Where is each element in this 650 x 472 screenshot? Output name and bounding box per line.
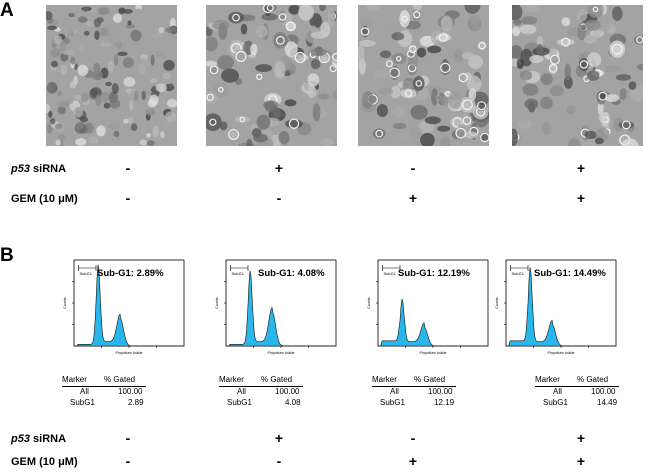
row-subg1-value: 12.19 bbox=[434, 398, 455, 407]
gate-label: SubG1 bbox=[512, 271, 525, 276]
gated-table-1: Marker % Gated All 100.00 SubG1 2.89 bbox=[62, 375, 146, 409]
gated-table-3: Marker % Gated All 100.00 SubG1 12.19 bbox=[372, 375, 456, 409]
panel-a-p53-sign-2: + bbox=[274, 160, 284, 176]
panel-b-gem-sign-1: - bbox=[125, 453, 131, 469]
panel-b-p53-sign-3: - bbox=[410, 430, 416, 446]
row-all-label: All bbox=[80, 387, 89, 396]
panel-b-p53-sign-1: - bbox=[125, 430, 131, 446]
row-all-label: All bbox=[553, 387, 562, 396]
micrograph-control bbox=[46, 5, 177, 146]
subg1-value-2: Sub-G1: 4.08% bbox=[258, 268, 325, 279]
panel-a-p53-row-label: p53 siRNA bbox=[11, 163, 67, 175]
x-axis-label: Propidium Iodide bbox=[548, 351, 575, 355]
micrograph-p53-sirna bbox=[206, 5, 337, 146]
panel-a-gem-sign-2: - bbox=[276, 190, 282, 206]
gate-label: SubG1 bbox=[384, 271, 397, 276]
histogram-2: SubG1 Propidium Iodide Counts bbox=[214, 254, 338, 360]
subg1-value-1: Sub-G1: 2.89% bbox=[97, 268, 164, 279]
gated-header: % Gated bbox=[261, 375, 293, 384]
histogram-4: SubG1 Propidium Iodide Counts bbox=[494, 254, 618, 360]
micrograph-gem bbox=[358, 5, 489, 146]
gated-header: % Gated bbox=[104, 375, 136, 384]
histogram-1: SubG1 Propidium Iodide Counts bbox=[62, 254, 186, 360]
row-subg1-label: SubG1 bbox=[543, 398, 568, 407]
panel-a-gem-row-label: GEM (10 μM) bbox=[11, 193, 78, 205]
row-all-value: 100.00 bbox=[118, 387, 143, 396]
panel-b-gem-row-label: GEM (10 μM) bbox=[11, 456, 78, 468]
panel-a-p53-sign-3: - bbox=[410, 160, 416, 176]
gate-label: SubG1 bbox=[80, 271, 93, 276]
panel-a-p53-sign-4: + bbox=[576, 160, 586, 176]
y-axis-label: Counts bbox=[367, 297, 371, 309]
row-all-label: All bbox=[390, 387, 399, 396]
subg1-value-3: Sub-G1: 12.19% bbox=[398, 268, 470, 279]
row-subg1-value: 2.89 bbox=[128, 398, 144, 407]
panel-b-gem-sign-4: + bbox=[576, 453, 586, 469]
panel-a-p53-sign-1: - bbox=[125, 160, 131, 176]
marker-header: Marker bbox=[372, 375, 397, 384]
y-axis-label: Counts bbox=[495, 297, 499, 309]
row-subg1-label: SubG1 bbox=[227, 398, 252, 407]
gated-table-2: Marker % Gated All 100.00 SubG1 4.08 bbox=[219, 375, 303, 409]
row-all-value: 100.00 bbox=[591, 387, 616, 396]
y-axis-label: Counts bbox=[63, 297, 67, 309]
y-axis-label: Counts bbox=[215, 297, 219, 309]
row-subg1-value: 14.49 bbox=[597, 398, 618, 407]
x-axis-label: Propidium Iodide bbox=[116, 351, 143, 355]
marker-header: Marker bbox=[219, 375, 244, 384]
panel-b-gem-sign-2: - bbox=[276, 453, 282, 469]
row-subg1-label: SubG1 bbox=[380, 398, 405, 407]
micrograph-p53-sirna-gem bbox=[512, 5, 643, 146]
panel-b-p53-row-label: p53 siRNA bbox=[11, 433, 67, 445]
gated-table-4: Marker % Gated All 100.00 SubG1 14.49 bbox=[535, 375, 619, 409]
panel-a-gem-sign-4: + bbox=[576, 190, 586, 206]
row-all-label: All bbox=[237, 387, 246, 396]
gate-label: SubG1 bbox=[232, 271, 245, 276]
panel-b-gem-sign-3: + bbox=[408, 453, 418, 469]
panel-b-p53-sign-2: + bbox=[274, 430, 284, 446]
marker-header: Marker bbox=[62, 375, 87, 384]
histogram-3: SubG1 Propidium Iodide Counts bbox=[366, 254, 490, 360]
row-subg1-label: SubG1 bbox=[70, 398, 95, 407]
x-axis-label: Propidium Iodide bbox=[420, 351, 447, 355]
row-all-value: 100.00 bbox=[428, 387, 453, 396]
panel-a-gem-sign-3: + bbox=[408, 190, 418, 206]
panel-a-gem-sign-1: - bbox=[125, 190, 131, 206]
panel-b-p53-sign-4: + bbox=[576, 430, 586, 446]
gated-header: % Gated bbox=[577, 375, 609, 384]
gated-header: % Gated bbox=[414, 375, 446, 384]
panel-b-label: B bbox=[0, 245, 14, 266]
row-subg1-value: 4.08 bbox=[285, 398, 301, 407]
row-all-value: 100.00 bbox=[275, 387, 300, 396]
x-axis-label: Propidium Iodide bbox=[268, 351, 295, 355]
marker-header: Marker bbox=[535, 375, 560, 384]
subg1-value-4: Sub-G1: 14.49% bbox=[534, 268, 606, 279]
panel-a-label: A bbox=[0, 0, 14, 21]
